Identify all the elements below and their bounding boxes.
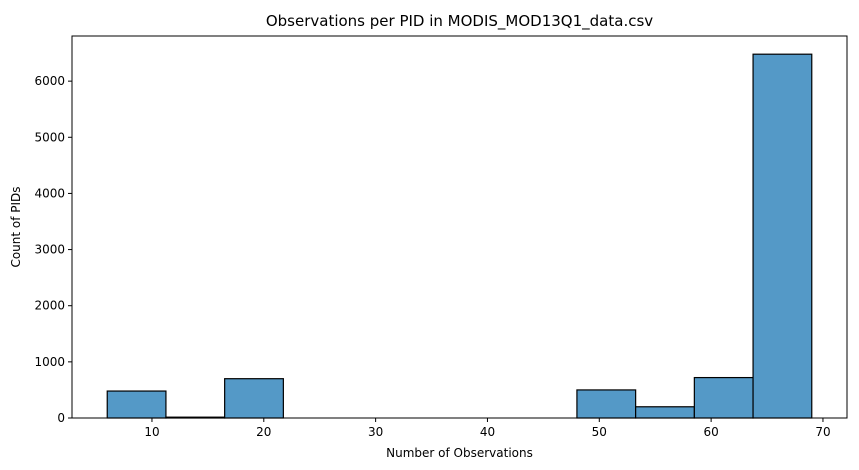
histogram-bar-8	[576, 389, 637, 419]
x-tick-label-0: 10	[144, 425, 159, 439]
y-tick-label-0: 0	[57, 411, 65, 425]
bars-group	[106, 53, 813, 419]
histogram-bar-0	[106, 390, 167, 419]
y-tick-label-4: 4000	[34, 186, 65, 200]
x-axis-label: Number of Observations	[386, 446, 533, 460]
y-tick-label-1: 1000	[34, 355, 65, 369]
x-axis: 10 20 30 40 50 60 70	[144, 418, 831, 439]
y-axis-label: Count of PIDs	[9, 186, 23, 267]
histogram-bar-9	[635, 406, 695, 419]
x-tick-label-1: 20	[256, 425, 271, 439]
y-tick-label-2: 2000	[34, 299, 65, 313]
chart-title: Observations per PID in MODIS_MOD13Q1_da…	[266, 12, 653, 31]
plot-frame	[71, 35, 848, 419]
x-tick-label-5: 60	[703, 425, 718, 439]
x-tick-label-6: 70	[815, 425, 830, 439]
y-tick-label-5: 5000	[34, 130, 65, 144]
histogram-bar-11	[752, 53, 813, 419]
histogram-bar-10	[693, 376, 754, 419]
histogram-bar-2	[224, 378, 284, 419]
y-axis: 0 1000 2000 3000 4000 5000 6000	[34, 74, 72, 425]
x-tick-label-4: 50	[592, 425, 607, 439]
y-tick-label-3: 3000	[34, 243, 65, 257]
y-tick-label-6: 6000	[34, 74, 65, 88]
x-tick-label-3: 40	[480, 425, 495, 439]
x-tick-label-2: 30	[368, 425, 383, 439]
